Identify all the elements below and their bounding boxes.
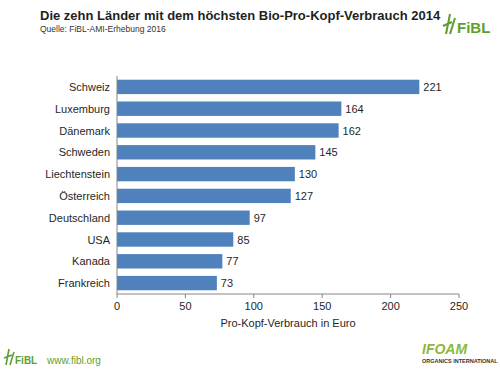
tick-mark (390, 294, 391, 298)
bar (117, 211, 250, 225)
bar (117, 167, 295, 181)
bar (117, 254, 222, 268)
category-label: Luxemburg (55, 103, 110, 115)
logo-icon (443, 14, 455, 34)
bar (117, 189, 291, 203)
tick-label: 0 (114, 300, 120, 312)
category-label: Deutschland (49, 212, 110, 224)
category-label: Frankreich (58, 277, 110, 289)
data-label: 85 (237, 234, 249, 246)
tick-mark (459, 294, 460, 298)
tick-label: 250 (450, 300, 468, 312)
tick-mark (185, 294, 186, 298)
subtitle: Quelle: FiBL-AMI-Erhebung 2016 (40, 24, 166, 34)
category-label: Schweiz (69, 81, 110, 93)
data-label: 127 (295, 190, 313, 202)
logo-text: FiBL (15, 355, 37, 366)
bar (117, 123, 339, 137)
logo-icon (4, 349, 14, 365)
category-label: Liechtenstein (45, 168, 110, 180)
category-label: Kanada (72, 255, 111, 267)
category-label: Schweden (59, 146, 110, 158)
category-label: Österreich (59, 190, 110, 202)
title: Die zehn Länder mit dem höchsten Bio-Pro… (40, 8, 441, 23)
bar (117, 145, 315, 159)
website: www.fibl.org (46, 355, 101, 366)
logo-text: FiBL (457, 19, 490, 36)
data-label: 221 (423, 81, 441, 93)
bar (117, 232, 233, 246)
y-axis (117, 76, 118, 294)
bars (117, 80, 419, 291)
tick-label: 100 (245, 300, 263, 312)
chart: Die zehn Länder mit dem höchsten Bio-Pro… (0, 0, 500, 374)
logo-text: IFOAM (422, 341, 467, 357)
bar (117, 80, 419, 94)
category-label: Dänemark (59, 125, 110, 137)
bar (117, 102, 341, 116)
tick-label: 200 (381, 300, 399, 312)
data-label: 145 (319, 146, 337, 158)
x-axis-label: Pro-Kopf-Verbrauch in Euro (220, 317, 355, 329)
tick-mark (322, 294, 323, 298)
data-label: 97 (254, 212, 266, 224)
logo-text: ORGANICS INTERNATIONAL (422, 358, 498, 364)
data-label: 130 (299, 168, 317, 180)
tick-label: 50 (179, 300, 191, 312)
tick-mark (117, 294, 118, 298)
tick-mark (253, 294, 254, 298)
data-label: 164 (345, 103, 363, 115)
category-label: USA (87, 234, 110, 246)
x-axis (117, 294, 459, 295)
data-label: 77 (226, 255, 238, 267)
tick-label: 150 (313, 300, 331, 312)
data-label: 73 (221, 277, 233, 289)
bar (117, 276, 217, 290)
data-label: 162 (343, 125, 361, 137)
